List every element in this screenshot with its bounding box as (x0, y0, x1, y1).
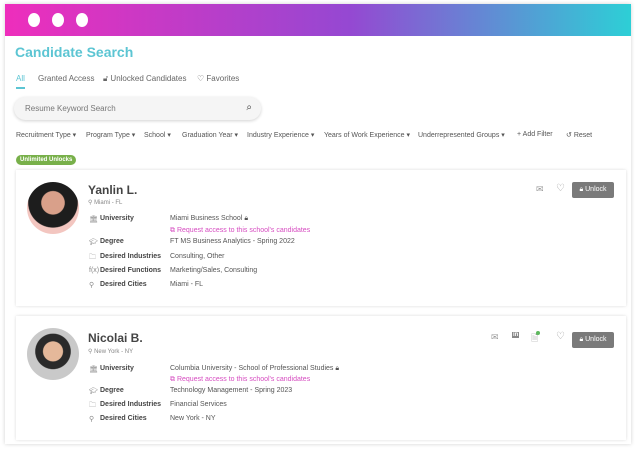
add-filter-button[interactable]: + Add Filter (517, 131, 553, 138)
filter-label: Industry Experience (247, 132, 309, 139)
location-pin-icon: ⚲ (88, 200, 95, 206)
unlock-label: Unlock (585, 186, 607, 193)
label-university: University (100, 215, 134, 222)
tab-label: Unlocked Candidates (110, 74, 187, 83)
label-industries: Desired Industries (100, 253, 162, 260)
location-pin-icon: ⚲ (89, 282, 95, 289)
value-degree: FT MS Business Analytics - Spring 2022 (170, 238, 295, 245)
label-functions: Desired Functions (100, 267, 162, 274)
filter-graduation-year[interactable]: Graduation Year ▾ (182, 132, 239, 139)
candidate-name[interactable]: Nicolai B. (88, 331, 143, 345)
label-cities: Desired Cities (100, 281, 147, 288)
request-access-text: Request access to this school's candidat… (176, 227, 311, 234)
window-minimize-dot[interactable] (52, 13, 64, 27)
filter-label: Underrepresented Groups (418, 132, 500, 139)
search-icon[interactable]: ⌕ (246, 102, 252, 113)
value-cities: New York - NY (170, 415, 216, 422)
value-university: Miami Business School 🔒︎ (170, 215, 248, 223)
value-industries: Consulting, Other (170, 253, 225, 260)
status-dot (536, 331, 541, 335)
candidate-card: Nicolai B. ⚲ New York - NY 🏛︎ University C… (16, 316, 626, 440)
unlock-button[interactable]: 🔒︎ Unlock (572, 332, 614, 348)
filter-years-work-experience[interactable]: Years of Work Experience ▾ (324, 132, 411, 139)
tab-granted-access[interactable]: Granted Access (38, 74, 95, 83)
avatar (27, 182, 79, 234)
external-link-icon: ⧉ (170, 227, 177, 234)
avatar (27, 328, 79, 380)
degree-icon: 🎓︎ (89, 239, 98, 246)
heart-icon[interactable]: ♡ (556, 331, 565, 342)
mail-icon[interactable]: ✉ (491, 332, 499, 342)
page-title: Candidate Search (15, 44, 134, 60)
candidate-card: Yanlin L. ⚲ Miami - FL 🏛︎ University Miami… (16, 170, 626, 306)
filter-industry-experience[interactable]: Industry Experience ▾ (247, 132, 315, 139)
lock-icon: 🔒︎ (335, 365, 340, 372)
unlock-label: Unlock (585, 336, 607, 343)
mail-icon[interactable]: ✉ (536, 184, 544, 194)
reset-button[interactable]: ↺ Reset (566, 131, 592, 139)
label-cities: Desired Cities (100, 415, 147, 422)
label-degree: Degree (100, 238, 124, 245)
value-university: Columbia University - School of Professi… (170, 365, 339, 373)
tab-favorites[interactable]: ♡ Favorites (197, 74, 239, 83)
location-pin-icon: ⚲ (88, 349, 95, 355)
filter-label: School (144, 132, 166, 139)
label-industries: Desired Industries (100, 401, 162, 408)
app-window: Candidate Search All Granted Access 🔓︎ U… (5, 4, 631, 444)
value-degree: Technology Management - Spring 2023 (170, 387, 293, 394)
candidate-location: ⚲ Miami - FL (88, 199, 122, 206)
location-pin-icon: ⚲ (89, 416, 95, 423)
folder-icon: 🗀︎ (89, 402, 96, 409)
lock-icon: 🔒︎ (579, 336, 586, 343)
value-cities: Miami - FL (170, 281, 204, 288)
linkedin-icon[interactable]: in (512, 332, 520, 338)
window-close-dot[interactable] (28, 13, 40, 27)
search-placeholder: Resume Keyword Search (25, 104, 116, 113)
heart-icon[interactable]: ♡ (556, 183, 565, 194)
filter-label: Years of Work Experience (324, 132, 405, 139)
tab-unlocked-candidates[interactable]: 🔓︎ Unlocked Candidates (103, 74, 186, 84)
window-maximize-dot[interactable] (76, 13, 88, 27)
lock-icon: 🔓︎ (103, 74, 111, 83)
external-link-icon: ⧉ (170, 376, 177, 383)
degree-icon: 🎓︎ (89, 388, 98, 395)
university-icon: 🏛︎ (89, 366, 98, 373)
request-access-text: Request access to this school's candidat… (176, 376, 311, 383)
resume-document-icon[interactable]: 🗎︎ (531, 331, 541, 343)
label-degree: Degree (100, 387, 124, 394)
request-access-link[interactable]: ⧉ Request access to this school's candid… (170, 376, 310, 384)
tab-label: Favorites (206, 74, 240, 83)
university-icon: 🏛︎ (89, 216, 98, 223)
reset-icon: ↺ (566, 132, 574, 139)
title-bar (5, 4, 631, 36)
value-functions: Marketing/Sales, Consulting (170, 267, 258, 274)
filter-label: Recruitment Type (16, 132, 71, 139)
label-university: University (100, 365, 134, 372)
unlimited-unlocks-badge: Unlimited Unlocks (16, 155, 77, 165)
candidate-name[interactable]: Yanlin L. (88, 183, 138, 197)
lock-icon: 🔒︎ (579, 186, 586, 193)
functions-icon: f(x) (89, 267, 100, 274)
folder-icon: 🗀︎ (89, 254, 96, 261)
filter-program-type[interactable]: Program Type ▾ (86, 132, 136, 139)
candidate-location: ⚲ New York - NY (88, 348, 133, 355)
heart-icon: ♡ (197, 74, 207, 83)
lock-icon: 🔒︎ (244, 215, 249, 222)
unlock-button[interactable]: 🔒︎ Unlock (572, 182, 614, 198)
search-input[interactable]: Resume Keyword Search ⌕ (14, 97, 261, 120)
filter-recruitment-type[interactable]: Recruitment Type ▾ (16, 132, 77, 139)
location-text: New York - NY (94, 349, 134, 355)
tab-all[interactable]: All (16, 74, 25, 89)
reset-label: Reset (573, 132, 593, 139)
value-industries: Financial Services (170, 401, 227, 408)
university-name: Miami Business School (170, 215, 243, 222)
filter-school[interactable]: School ▾ (144, 132, 171, 139)
filter-label: Graduation Year (182, 132, 233, 139)
location-text: Miami - FL (94, 200, 123, 206)
request-access-link[interactable]: ⧉ Request access to this school's candid… (170, 227, 310, 235)
filter-label: Program Type (86, 132, 130, 139)
university-name: Columbia University - School of Professi… (170, 365, 334, 372)
filter-underrepresented-groups[interactable]: Underrepresented Groups ▾ (418, 132, 505, 139)
